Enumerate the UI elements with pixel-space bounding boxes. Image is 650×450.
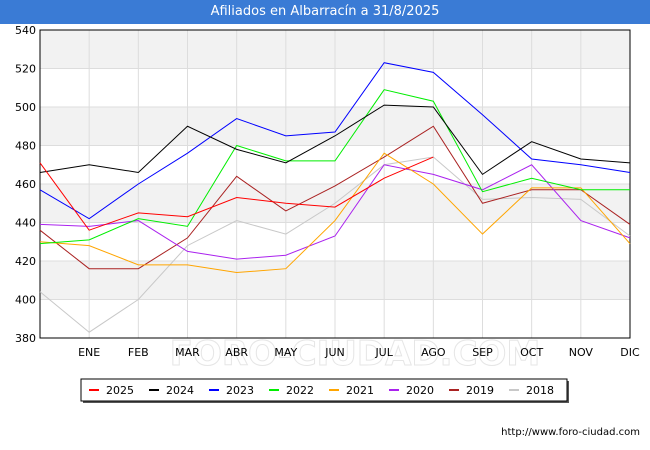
legend-label-2025: 2025 [106,384,134,397]
series-line-2021 [39,152,631,274]
y-tick-label: 420 [15,255,36,268]
chart-title: Afiliados en Albarracín a 31/8/2025 [210,4,440,19]
series-line-2020 [39,164,631,260]
title-bar [0,0,650,24]
x-tick-label: JUL [374,346,393,359]
series-line-2018 [39,156,631,333]
y-tick-label: 480 [15,140,36,153]
plot-border [39,29,631,339]
watermark: FORO-CIUDAD.COM [170,334,541,374]
legend-label-2019: 2019 [466,384,494,397]
x-tick-label: MAR [175,346,200,359]
y-tick-label: 380 [15,332,36,345]
y-tick-label: 520 [15,63,36,76]
legend-label-2022: 2022 [286,384,314,397]
x-tick-label: ABR [225,346,248,359]
x-tick-label: FEB [128,346,149,359]
y-tick-label: 400 [15,294,36,307]
series-line-2023 [39,62,631,220]
x-tick-label: AGO [421,346,446,359]
x-tick-label: MAY [274,346,297,359]
legend-label-2018: 2018 [526,384,554,397]
series-line-2019 [39,125,631,270]
y-tick-label: 540 [15,24,36,37]
x-tick-label: DIC [620,346,640,359]
series-line-2025 [39,156,434,231]
legend-label-2021: 2021 [346,384,374,397]
series-line-2024 [39,104,631,176]
legend-label-2024: 2024 [166,384,194,397]
legend-label-2023: 2023 [226,384,254,397]
x-tick-label: SEP [472,346,493,359]
source-url[interactable]: http://www.foro-ciudad.com [501,427,640,438]
series-line-2022 [39,89,630,245]
legend-box [80,378,568,402]
x-tick-label: NOV [569,346,594,359]
x-tick-label: JUN [324,346,345,359]
legend-label-2020: 2020 [406,384,434,397]
y-tick-label: 440 [15,217,36,230]
x-tick-label: OCT [520,346,543,359]
y-tick-label: 460 [15,178,36,191]
y-tick-label: 500 [15,101,36,114]
x-tick-label: ENE [78,346,100,359]
